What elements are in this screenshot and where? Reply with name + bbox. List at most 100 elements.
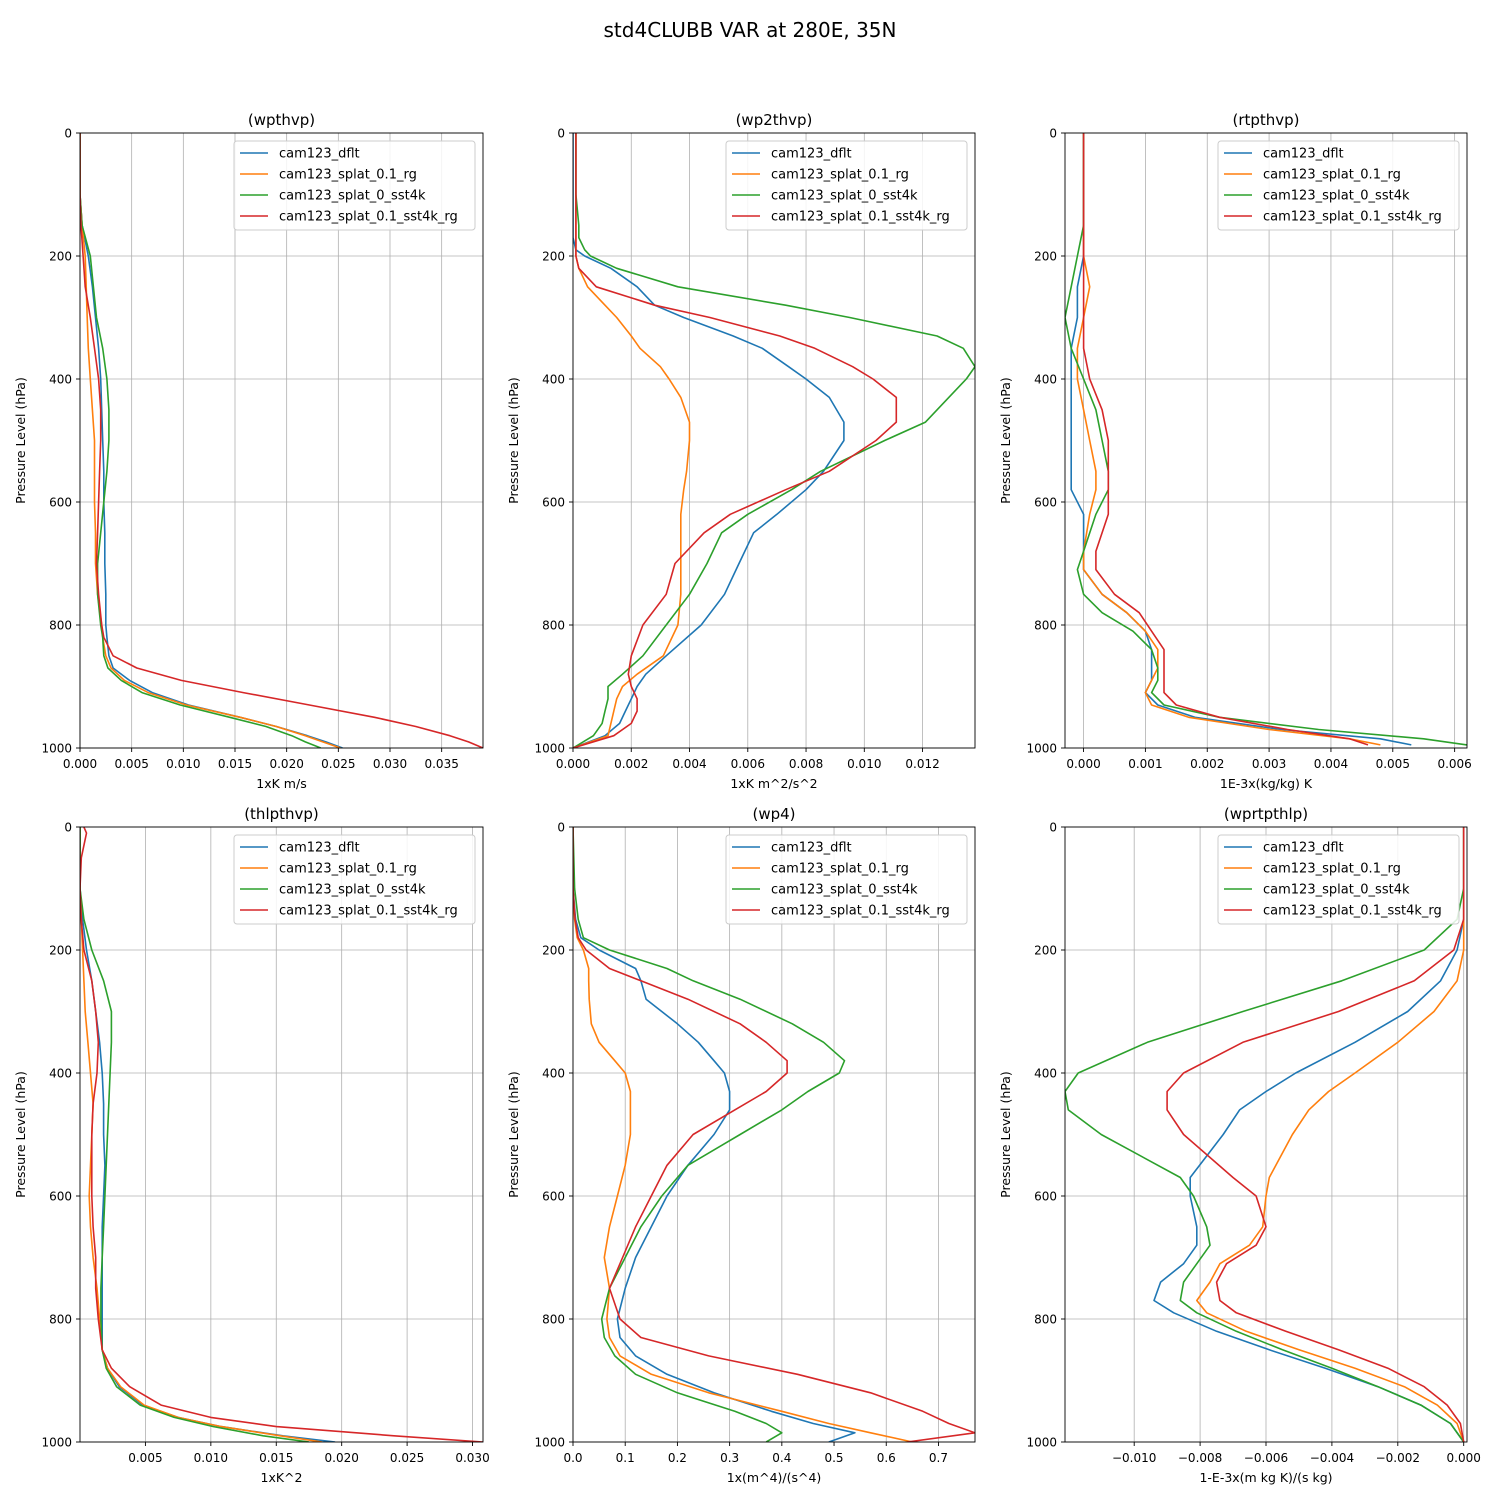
y-tick-label: 1000 [534,742,565,756]
x-tick-label: 0.025 [390,1451,424,1465]
y-tick-label: 800 [1034,1313,1057,1327]
legend-entry: cam123_splat_0.1_sst4k_rg [771,210,950,225]
series-line-1 [1153,827,1465,1442]
y-axis-label: Pressure Level (hPa) [13,1071,28,1198]
y-tick-label: 600 [542,1190,565,1204]
legend-entry: cam123_splat_0.1_rg [279,862,417,877]
x-tick-label: 0.015 [218,757,252,771]
x-tick-label: 0.020 [269,757,303,771]
y-tick-label: 400 [542,373,565,387]
series-line-3 [80,827,310,1442]
legend-box [233,140,476,231]
x-tick-label: 0.002 [614,757,648,771]
x-axis-label: 1xK^2 [261,1470,303,1485]
x-tick-label: 0.025 [321,757,355,771]
legend-entry: cam123_splat_0_sst4k [1263,883,1410,898]
series-line-4 [1166,827,1465,1442]
panel-title: (wp4) [752,805,795,823]
x-axis-label: 1xK m^2/s^2 [730,776,817,791]
axes-frame [572,132,976,749]
x-tick-label: 0.004 [1314,757,1348,771]
x-tick-label: 0.006 [731,757,765,771]
panel-grid: 0.000 0.005 0.010 0.015 0.020 0.025 0.030 0.035… [13,111,1481,1485]
x-tick-label: 0.010 [166,757,200,771]
x-axis-label: 1xK m/s [256,776,306,791]
legend-entry: cam123_splat_0.1_rg [279,168,417,183]
y-tick-label: 400 [1034,373,1057,387]
series-line-3 [1065,133,1467,746]
x-tick-label: −0.010 [1112,1451,1156,1465]
y-tick-label: 1000 [1026,742,1057,756]
legend-entry: cam123_splat_0_sst4k [1263,189,1410,204]
y-tick-label: 1000 [41,742,72,756]
figure-title: std4CLUBB VAR at 280E, 35N [604,18,897,42]
x-tick-label: −0.004 [1310,1451,1354,1465]
legend-entry: cam123_splat_0_sst4k [279,883,426,898]
legend-box [1217,140,1460,231]
panel-title: (rtpthvp) [1232,111,1299,129]
axes-frame [572,826,976,1443]
legend-entry: cam123_splat_0_sst4k [771,883,918,898]
legend-entry: cam123_splat_0.1_rg [1263,168,1401,183]
y-tick-label: 400 [49,1067,72,1081]
x-tick-label: 0.004 [672,757,706,771]
series-line-3 [573,827,846,1442]
series-line-4 [573,827,975,1442]
x-axis-label: 1E-3x(kg/kg) K [1220,776,1313,791]
y-tick-label: 0 [1049,821,1057,835]
legend: cam123_dflt cam123_splat_0.1_rg cam123_spl… [725,140,968,231]
y-tick-label: 800 [49,1313,72,1327]
panel-title: (thlpthvp) [244,805,319,823]
panel-2: 0.000 0.002 0.004 0.006 0.008 0.010 0.012 0 200 4… [506,111,976,791]
y-tick-label: 800 [1034,619,1057,633]
x-tick-label: 0.030 [373,757,407,771]
y-tick-label: 200 [542,250,565,264]
series-line-4 [80,827,483,1442]
series-line-4 [80,133,483,748]
legend-entry: cam123_dflt [1263,147,1344,162]
y-tick-label: 1000 [534,1436,565,1450]
x-tick-label: 0.0 [563,1451,582,1465]
panel-3: 0.000 0.001 0.002 0.003 0.004 0.005 0.006 0 200 4… [998,111,1472,791]
x-tick-label: 0.000 [1447,1451,1481,1465]
legend-entry: cam123_splat_0.1_sst4k_rg [1263,210,1442,225]
series-line-1 [573,133,845,748]
x-tick-label: 0.020 [325,1451,359,1465]
legend: cam123_dflt cam123_splat_0.1_rg cam123_spl… [233,140,476,231]
y-tick-label: 600 [542,496,565,510]
x-tick-label: 0.005 [1376,757,1410,771]
x-tick-label: 0.005 [114,757,148,771]
x-tick-label: 0.010 [194,1451,228,1465]
y-tick-label: 200 [542,944,565,958]
series-line-1 [80,827,336,1442]
legend: cam123_dflt cam123_splat_0.1_rg cam123_spl… [1217,834,1460,925]
legend-box [725,834,968,925]
y-tick-label: 600 [49,496,72,510]
series-line-2 [573,827,913,1442]
x-tick-label: 0.006 [1437,757,1471,771]
y-axis-label: Pressure Level (hPa) [506,377,521,504]
y-tick-label: 0 [1049,127,1057,141]
y-tick-label: 200 [49,944,72,958]
panel-1: 0.000 0.005 0.010 0.015 0.020 0.025 0.030 0.035… [13,111,484,791]
panel-title: (wp2thvp) [736,111,813,129]
y-tick-label: 600 [1034,1190,1057,1204]
y-tick-label: 200 [1034,250,1057,264]
panel-6: −0.010 −0.008 −0.006 −0.004 −0.002 0.000 0 200 4… [998,805,1481,1485]
y-tick-label: 600 [1034,496,1057,510]
panel-5: 0.0 0.1 0.2 0.3 0.4 0.5 0.6 0.7 0 200 400 600 800 100… [506,805,976,1485]
panel-title: (wpthvp) [248,111,315,129]
legend: cam123_dflt cam123_splat_0.1_rg cam123_spl… [1217,140,1460,231]
x-tick-label: 0.005 [128,1451,162,1465]
y-tick-label: 800 [542,1313,565,1327]
x-tick-label: 0.000 [63,757,97,771]
y-tick-label: 400 [1034,1067,1057,1081]
axes-frame [1064,132,1468,749]
x-axis-label: 1x(m^4)/(s^4) [727,1470,822,1485]
y-axis-label: Pressure Level (hPa) [13,377,28,504]
y-axis-label: Pressure Level (hPa) [998,1071,1013,1198]
y-tick-label: 1000 [1026,1436,1057,1450]
legend-entry: cam123_splat_0.1_rg [1263,862,1401,877]
x-tick-label: 0.012 [905,757,939,771]
